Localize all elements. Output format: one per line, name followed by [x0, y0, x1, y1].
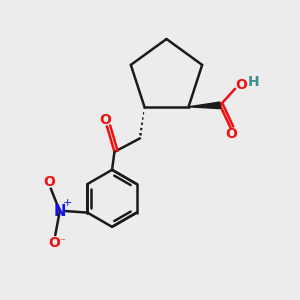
- Text: O: O: [43, 175, 55, 189]
- Text: O: O: [49, 236, 61, 250]
- Text: O: O: [236, 78, 248, 92]
- Text: H: H: [248, 75, 260, 89]
- Text: N: N: [54, 204, 66, 219]
- Polygon shape: [188, 102, 220, 109]
- Text: O: O: [225, 128, 237, 141]
- Text: ⁻: ⁻: [59, 238, 65, 248]
- Text: +: +: [63, 198, 72, 208]
- Text: O: O: [100, 113, 111, 127]
